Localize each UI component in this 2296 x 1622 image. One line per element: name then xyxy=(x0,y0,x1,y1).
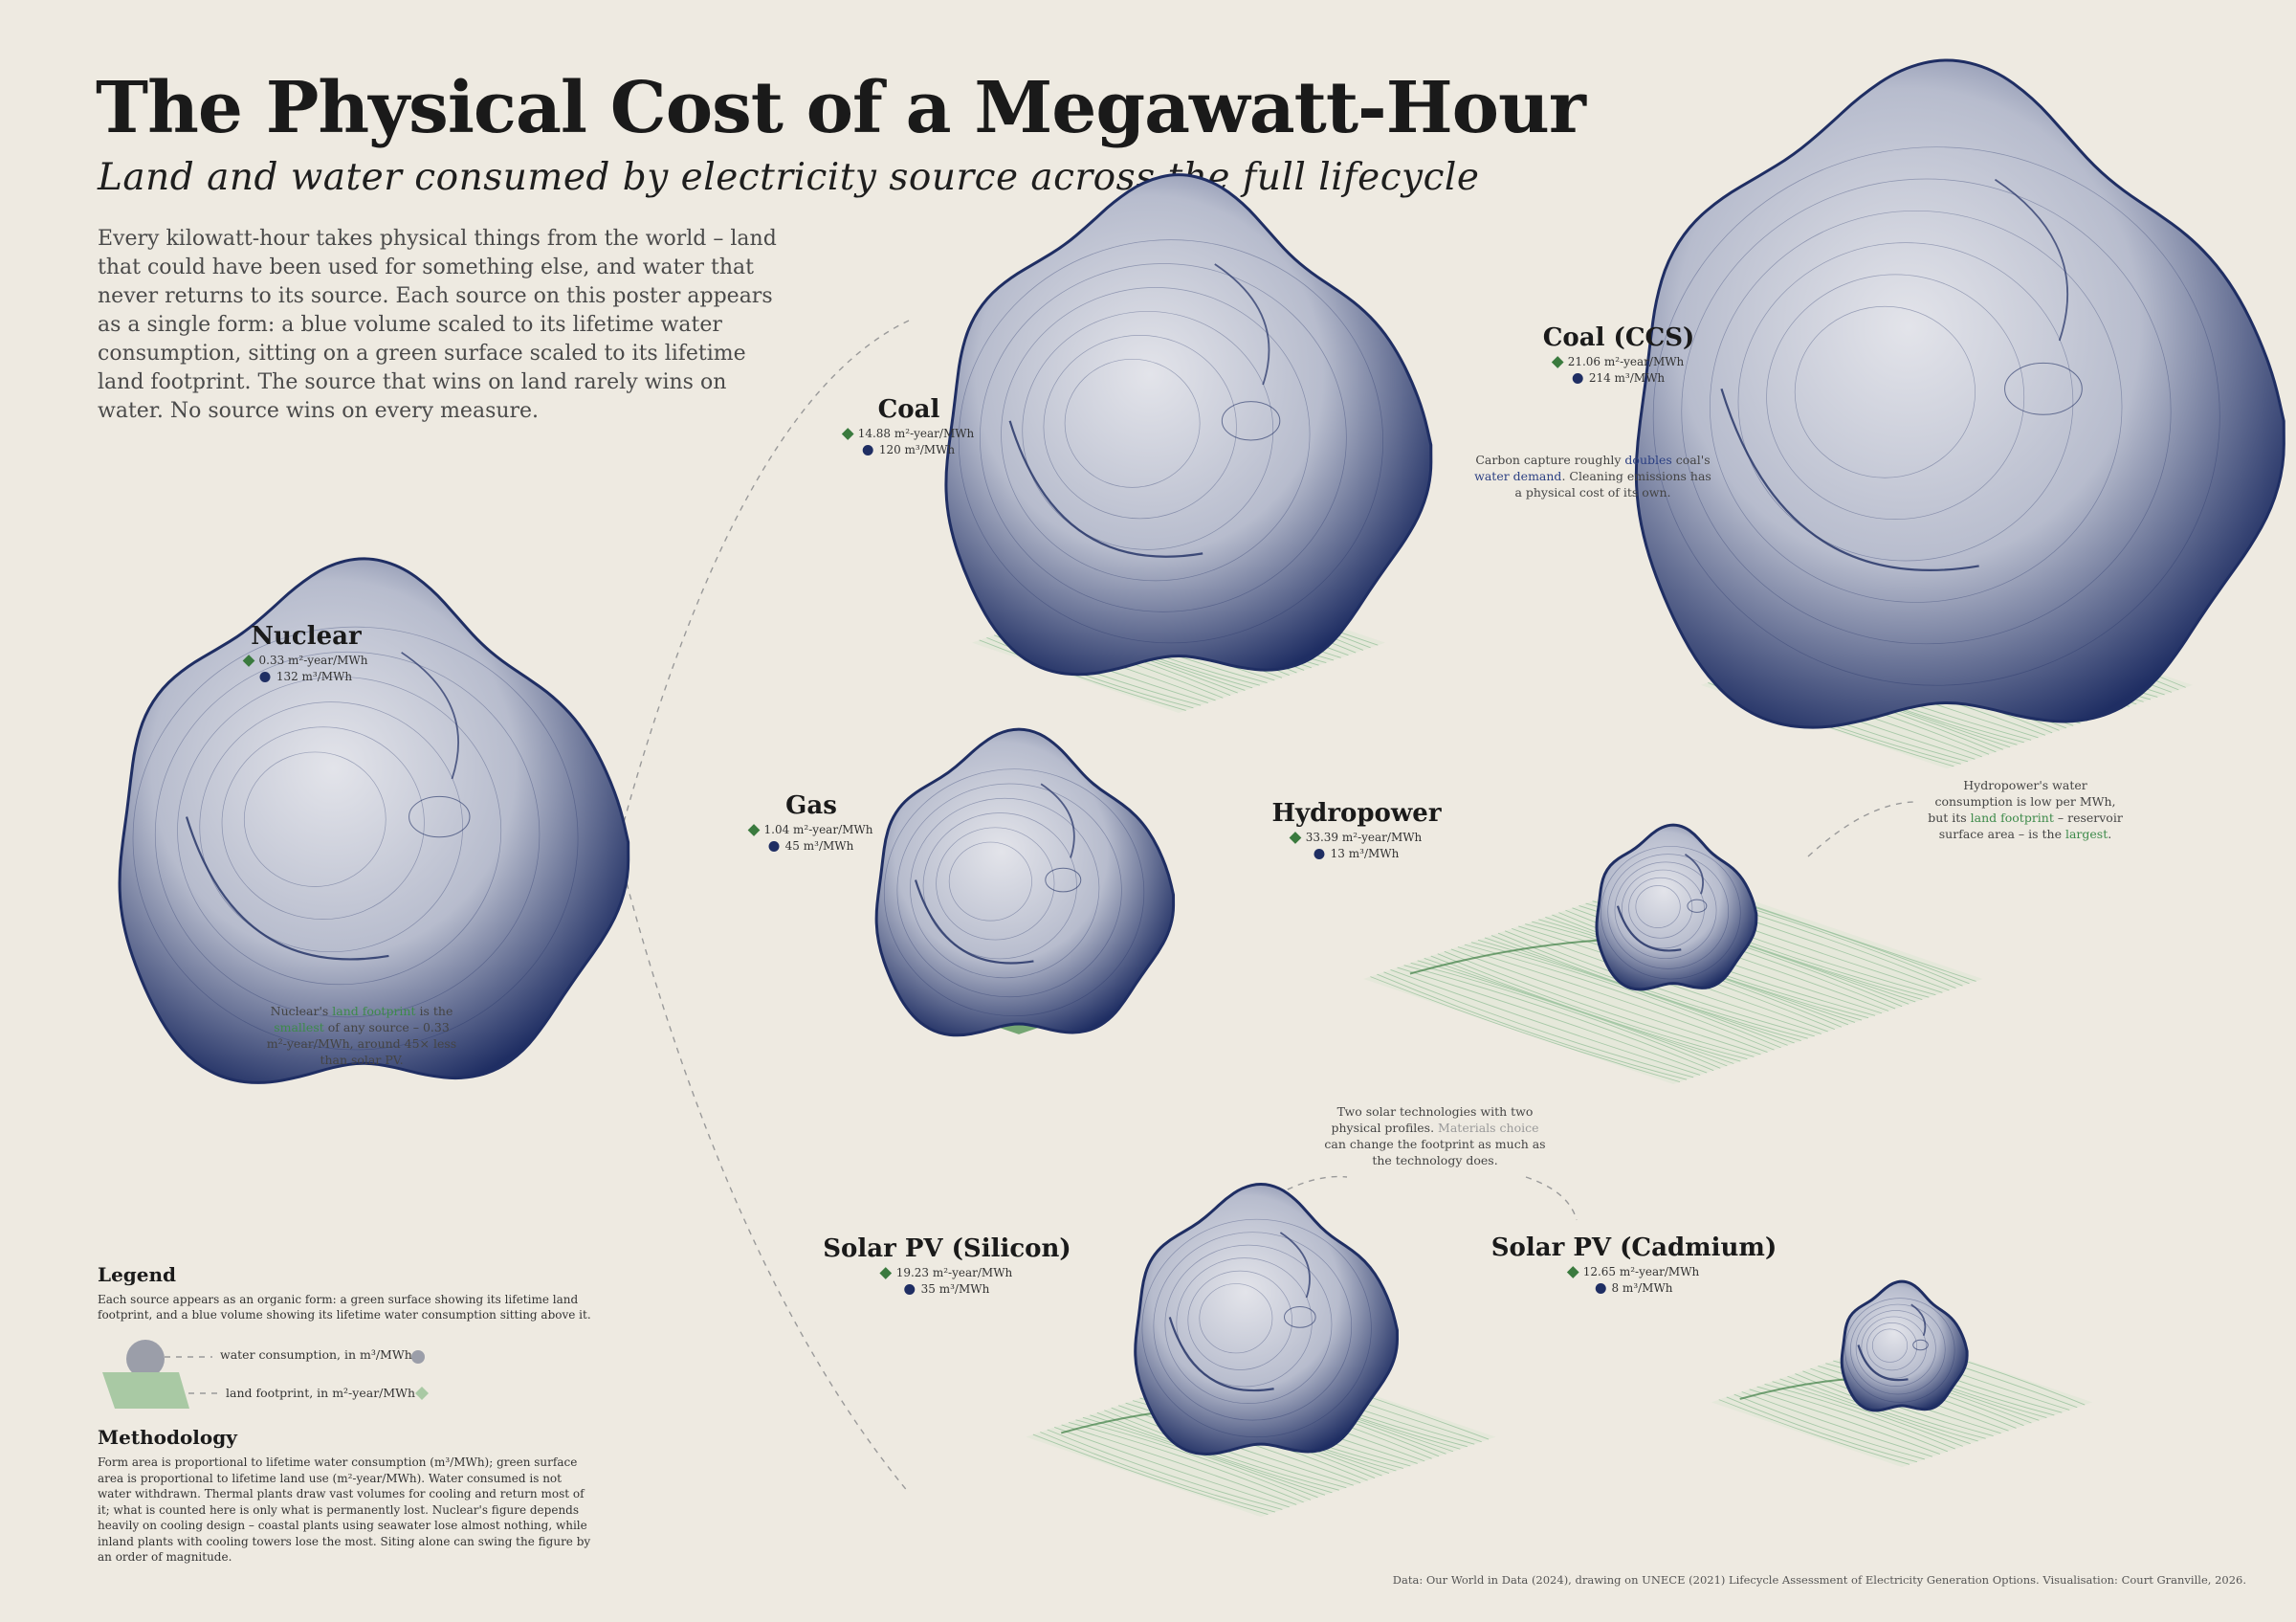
water-value: 35 m³/MWh xyxy=(920,1282,990,1296)
diamond-icon xyxy=(1289,831,1302,844)
diamond-icon xyxy=(747,823,761,836)
land-value: 21.06 m²-year/MWh xyxy=(1567,355,1685,368)
page-title: The Physical Cost of a Megawatt-Hour xyxy=(96,67,1586,149)
source-name: Solar PV (Cadmium) xyxy=(1490,1233,1777,1262)
legend-water-shape xyxy=(126,1340,165,1378)
source-label-nuclear: Nuclear 0.33 m²-year/MWh 132 m³/MWh xyxy=(242,622,368,683)
note-nuclear: Nuclear's land footprint is the smallest… xyxy=(266,1004,457,1067)
water-metric: 13 m³/MWh xyxy=(1314,847,1400,860)
source-credit: Data: Our World in Data (2024), drawing … xyxy=(1392,1573,2246,1587)
water-metric: 8 m³/MWh xyxy=(1595,1281,1673,1295)
land-value: 19.23 m²-year/MWh xyxy=(895,1266,1013,1279)
intro-paragraph: Every kilowatt-hour takes physical thing… xyxy=(98,227,777,423)
source-name: Solar PV (Silicon) xyxy=(823,1234,1071,1263)
water-volume-gas xyxy=(874,727,1176,1037)
source-name: Coal (CCS) xyxy=(1542,323,1695,352)
water-volume-coal xyxy=(944,173,1433,677)
legend-description: Each source appears as an organic form: … xyxy=(98,1293,591,1322)
legend-title: Legend xyxy=(98,1263,177,1286)
land-metric: 21.06 m²-year/MWh xyxy=(1551,355,1685,368)
land-value: 1.04 m²-year/MWh xyxy=(763,823,873,836)
methodology-title: Methodology xyxy=(98,1426,237,1449)
legend-water-dot xyxy=(411,1350,425,1364)
water-volume-hydropower xyxy=(1595,823,1758,991)
water-metric: 132 m³/MWh xyxy=(259,670,353,683)
diamond-icon xyxy=(879,1266,893,1279)
land-metric: 33.39 m²-year/MWh xyxy=(1289,831,1423,844)
dot-icon xyxy=(1572,372,1583,384)
land-value: 33.39 m²-year/MWh xyxy=(1305,831,1423,844)
source-label-coal-ccs: Coal (CCS) 21.06 m²-year/MWh 214 m³/MWh xyxy=(1543,323,1695,385)
methodology-body: Form area is proportional to lifetime wa… xyxy=(98,1455,591,1564)
water-metric: 120 m³/MWh xyxy=(862,443,956,456)
note-connector-solar-right xyxy=(1525,1176,1578,1221)
water-value: 132 m³/MWh xyxy=(276,670,353,683)
land-metric: 19.23 m²-year/MWh xyxy=(879,1266,1013,1279)
water-value: 45 m³/MWh xyxy=(784,839,854,853)
diamond-icon xyxy=(841,427,854,440)
note-solar: Two solar technologies with two physical… xyxy=(1324,1104,1546,1167)
water-metric: 45 m³/MWh xyxy=(768,839,854,853)
water-value: 13 m³/MWh xyxy=(1330,847,1400,860)
land-metric: 14.88 m²-year/MWh xyxy=(841,427,975,440)
dot-icon xyxy=(1314,848,1325,859)
note-hydropower: Hydropower's water consumption is low pe… xyxy=(1928,778,2123,841)
source-label-coal: Coal 14.88 m²-year/MWh 120 m³/MWh xyxy=(841,395,975,456)
water-volume-solar-pv-silicon- xyxy=(1134,1183,1399,1455)
diamond-icon xyxy=(242,654,255,667)
dot-icon xyxy=(862,444,873,455)
source-label-gas: Gas 1.04 m²-year/MWh 45 m³/MWh xyxy=(747,791,873,853)
source-label-hydropower: Hydropower 33.39 m²-year/MWh 13 m³/MWh xyxy=(1271,799,1441,860)
land-value: 0.33 m²-year/MWh xyxy=(258,654,368,667)
page-subtitle: Land and water consumed by electricity s… xyxy=(98,156,1480,199)
source-label-solar-silicon: Solar PV (Silicon) 19.23 m²-year/MWh 35 … xyxy=(823,1234,1071,1296)
legend-water-label: water consumption, in m³/MWh xyxy=(220,1347,412,1362)
water-volume-nuclear xyxy=(118,557,630,1084)
bracket-connector xyxy=(616,320,910,1494)
note-connector-hydro xyxy=(1807,801,1914,857)
legend-land-diamond xyxy=(415,1387,429,1400)
water-value: 8 m³/MWh xyxy=(1611,1281,1673,1295)
source-name: Nuclear xyxy=(251,622,362,651)
land-metric: 1.04 m²-year/MWh xyxy=(747,823,873,836)
diamond-icon xyxy=(1551,355,1564,368)
source-name: Gas xyxy=(785,791,837,820)
legend-land-label: land footprint, in m²-year/MWh xyxy=(226,1386,416,1400)
land-value: 14.88 m²-year/MWh xyxy=(857,427,975,440)
dot-icon xyxy=(259,671,271,682)
note-coal-ccs: Carbon capture roughly doubles coal's wa… xyxy=(1474,453,1711,500)
water-volume-coal-ccs- xyxy=(1634,58,2285,729)
dot-icon xyxy=(768,840,780,852)
water-value: 120 m³/MWh xyxy=(878,443,956,456)
diamond-icon xyxy=(1566,1265,1579,1278)
dot-icon xyxy=(904,1283,916,1295)
source-name: Hydropower xyxy=(1271,799,1442,828)
source-name: Coal xyxy=(877,395,940,424)
land-metric: 12.65 m²-year/MWh xyxy=(1566,1265,1700,1278)
source-label-solar-cadmium: Solar PV (Cadmium) 12.65 m²-year/MWh 8 m… xyxy=(1491,1233,1777,1295)
land-metric: 0.33 m²-year/MWh xyxy=(242,654,368,667)
land-value: 12.65 m²-year/MWh xyxy=(1582,1265,1700,1278)
water-volume-solar-pv-cadmium- xyxy=(1840,1279,1969,1412)
water-metric: 214 m³/MWh xyxy=(1572,371,1666,385)
water-metric: 35 m³/MWh xyxy=(904,1282,990,1296)
dot-icon xyxy=(1595,1282,1606,1294)
legend-land-shape xyxy=(102,1372,189,1409)
water-value: 214 m³/MWh xyxy=(1588,371,1666,385)
